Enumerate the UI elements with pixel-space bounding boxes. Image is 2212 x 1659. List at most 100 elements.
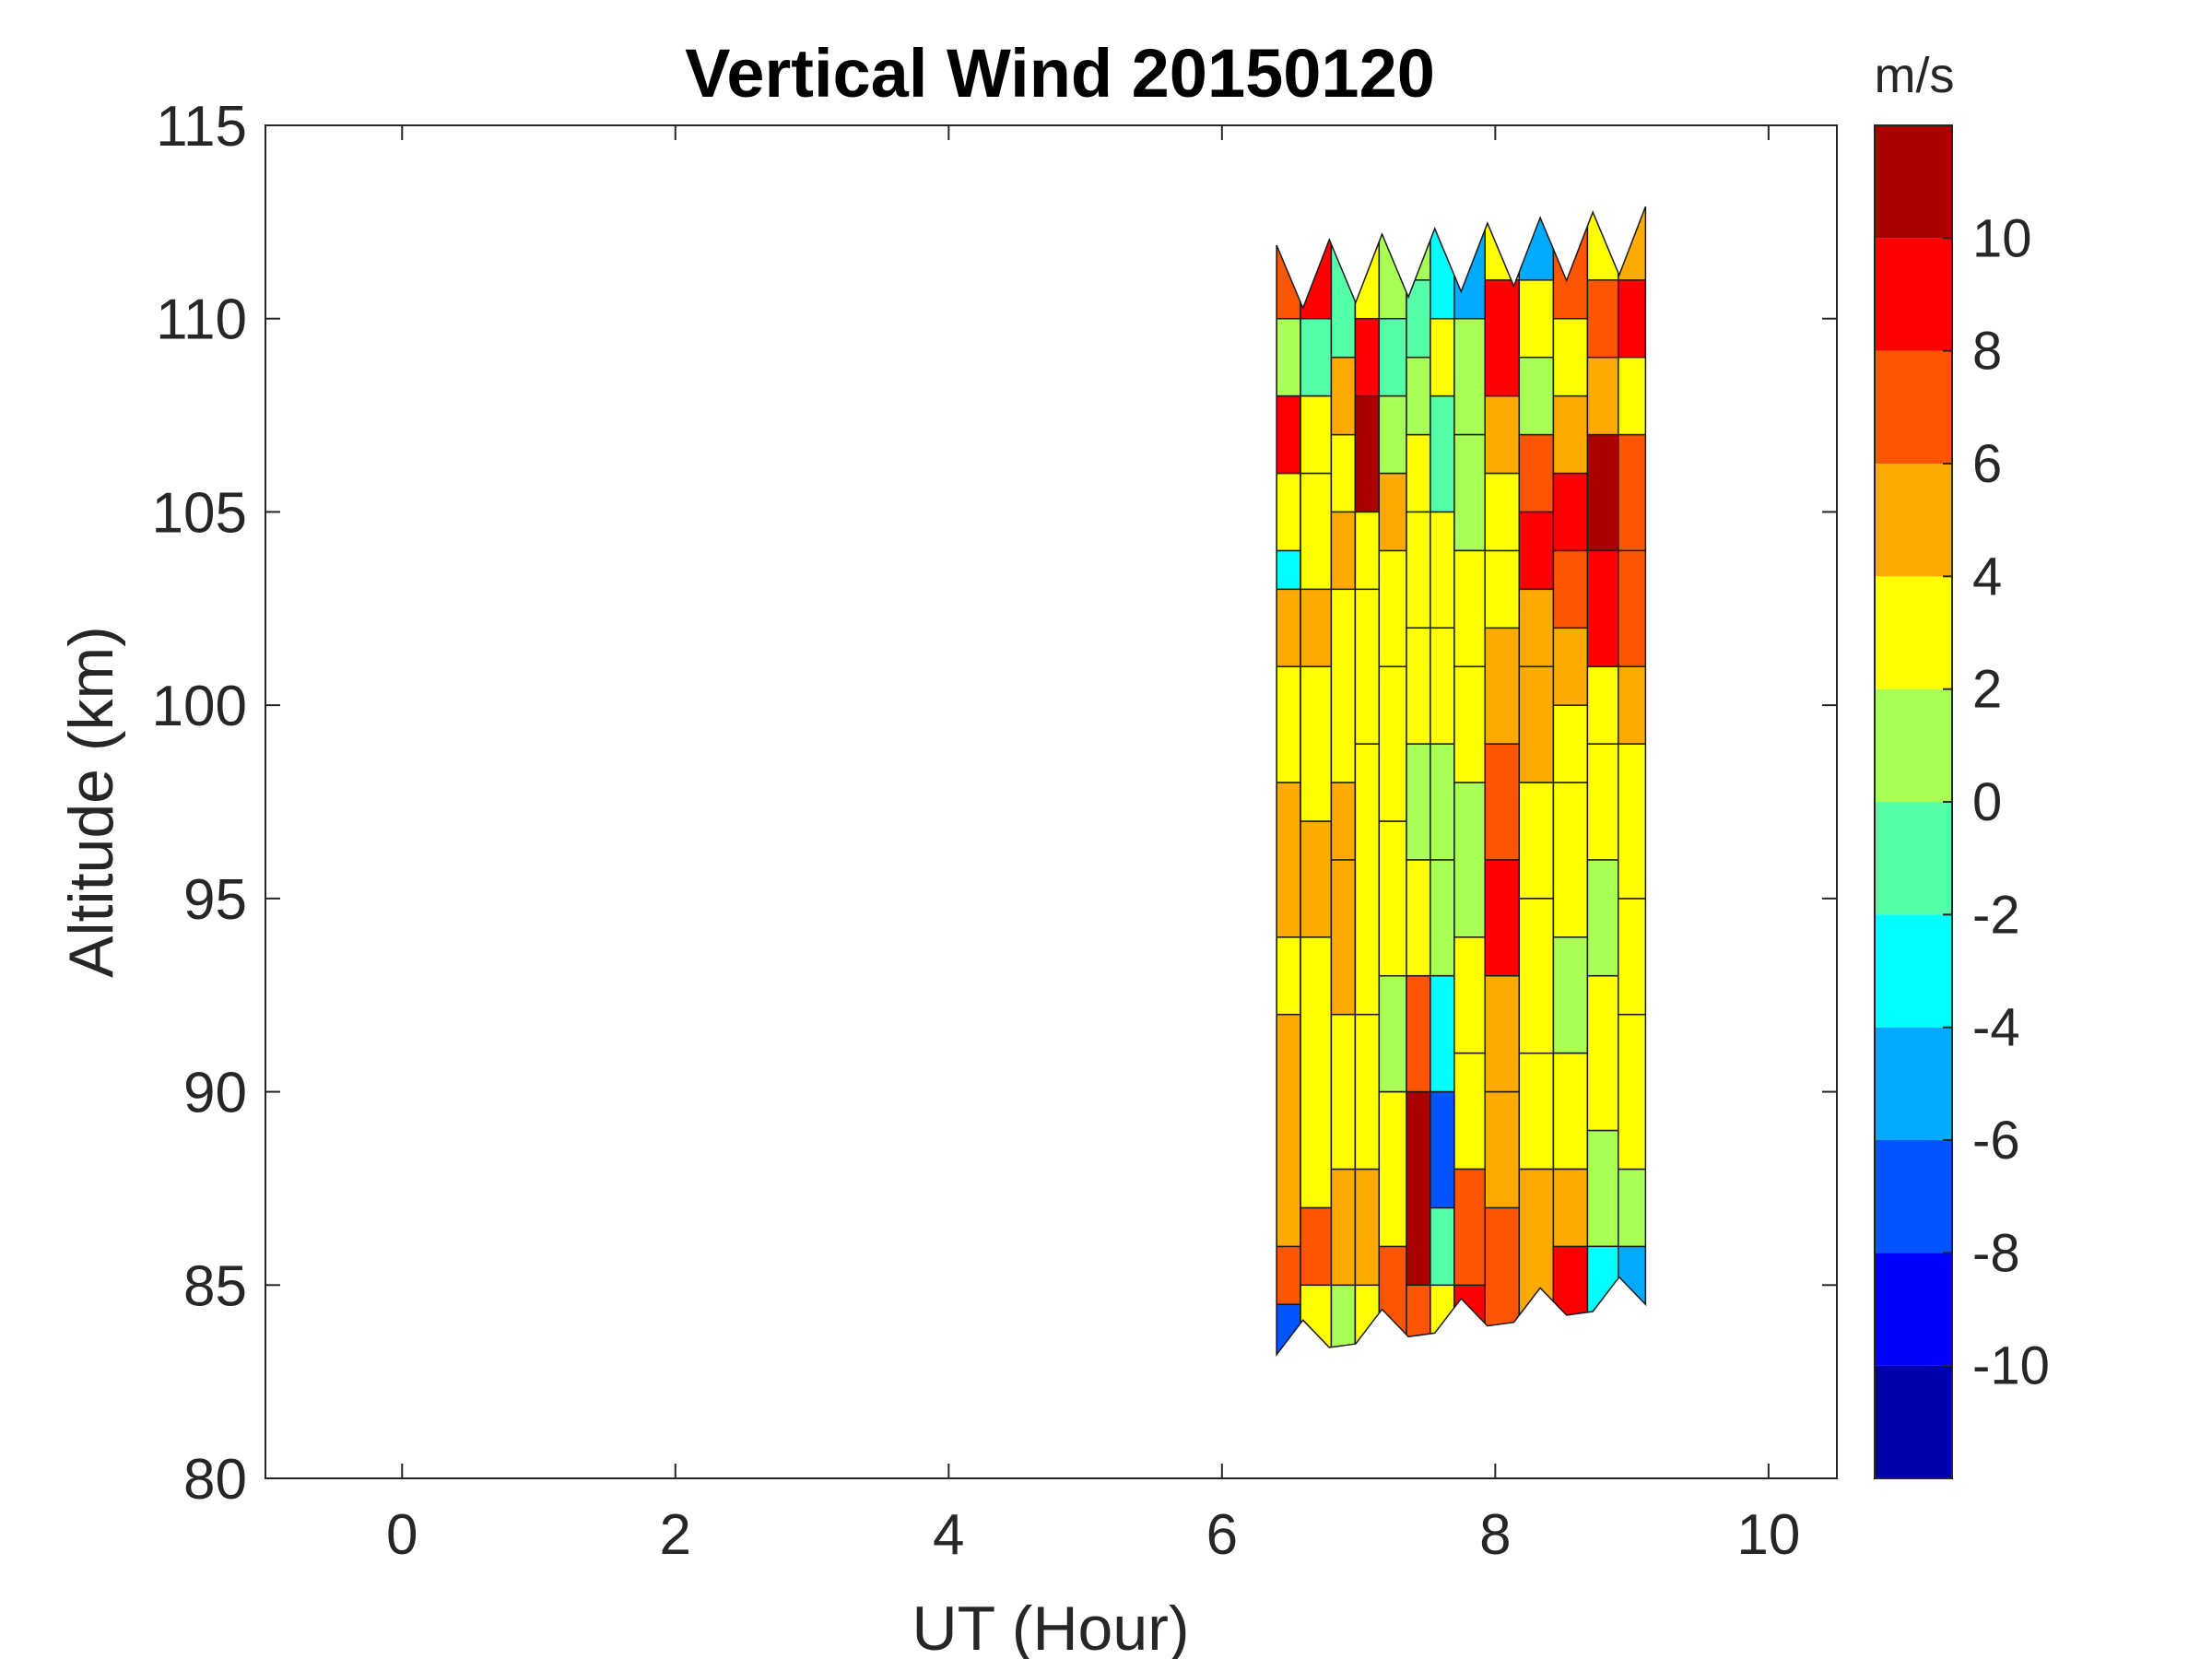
contour-cell	[1277, 394, 1301, 475]
contour-cell	[1354, 1284, 1381, 1355]
contour-cell	[1586, 279, 1619, 359]
y-axis-label: Altitude (km)	[56, 626, 126, 978]
contour-cell	[1406, 859, 1431, 977]
colorbar-unit-label: m/s	[1875, 48, 1955, 103]
contour-cell	[1484, 743, 1521, 861]
contour-plot-area	[1276, 206, 1647, 1358]
x-tick-label: 4	[933, 1503, 964, 1567]
contour-cell	[1406, 356, 1431, 436]
contour-cell	[1406, 743, 1431, 861]
contour-cell	[1354, 1013, 1381, 1171]
contour-cell	[1586, 1129, 1619, 1248]
contour-cell	[1430, 511, 1455, 629]
colorbar-tick-label: 10	[1972, 208, 2032, 268]
contour-cell	[1277, 1245, 1301, 1305]
contour-cell	[1330, 433, 1357, 513]
contour-cell	[1518, 511, 1555, 591]
contour-cell	[1277, 665, 1301, 783]
contour-cell	[1518, 279, 1555, 359]
contour-cell	[1300, 588, 1333, 667]
contour-cell	[1300, 394, 1333, 475]
y-tick-label: 100	[152, 675, 247, 738]
contour-cell	[1430, 1284, 1455, 1355]
contour-cell	[1618, 1013, 1646, 1171]
contour-cell	[1586, 743, 1619, 861]
contour-cell	[1430, 1206, 1455, 1287]
y-tick-label: 110	[156, 288, 247, 352]
contour-cell	[1354, 588, 1381, 745]
contour-cell	[1378, 549, 1407, 667]
contour-cell	[1618, 206, 1646, 281]
contour-cell	[1430, 317, 1455, 397]
colorbar-segment	[1875, 125, 1952, 239]
contour-cell	[1300, 1206, 1333, 1287]
contour-cell	[1552, 206, 1589, 320]
x-tick-label: 2	[660, 1503, 691, 1567]
contour-cell	[1453, 782, 1487, 938]
colorbar-tick-label: 0	[1972, 772, 2002, 832]
contour-cell	[1430, 206, 1455, 320]
contour-cell	[1552, 472, 1589, 552]
contour-cell	[1552, 549, 1589, 629]
contour-cell	[1453, 1052, 1487, 1171]
contour-cell	[1430, 394, 1455, 513]
contour-cell	[1430, 859, 1455, 977]
x-tick-label: 0	[386, 1503, 418, 1567]
x-tick-label: 8	[1479, 1503, 1511, 1567]
contour-cell	[1586, 1245, 1619, 1355]
contour-cell	[1277, 549, 1301, 591]
contour-cell	[1378, 317, 1407, 397]
colorbar-tick-label: 4	[1972, 547, 2002, 606]
contour-cell	[1518, 588, 1555, 667]
contour-cell	[1618, 1168, 1646, 1248]
contour-cell	[1378, 1245, 1407, 1355]
x-axis-label: UT (Hour)	[912, 1594, 1190, 1659]
contour-cell	[1484, 394, 1521, 475]
contour-cell	[1354, 394, 1381, 513]
contour-cell	[1618, 665, 1646, 745]
contour-cell	[1330, 859, 1357, 1016]
colorbar-segment	[1875, 802, 1952, 915]
contour-cell	[1586, 665, 1619, 745]
contour-cell	[1618, 898, 1646, 1016]
contour-cell	[1406, 206, 1431, 281]
colorbar-segment	[1875, 464, 1952, 577]
contour-cell	[1330, 511, 1357, 591]
colorbar-tick-label: -8	[1972, 1223, 2020, 1283]
y-tick-label: 105	[152, 481, 247, 545]
contour-cell	[1277, 317, 1301, 397]
colorbar-segment	[1875, 1365, 1952, 1478]
contour-cell	[1330, 356, 1357, 436]
contour-cell	[1552, 317, 1589, 397]
contour-cell	[1330, 1168, 1357, 1287]
colorbar-segment	[1875, 1027, 1952, 1140]
contour-cell	[1378, 206, 1407, 320]
contour-cell	[1277, 782, 1301, 938]
contour-cell	[1300, 820, 1333, 938]
contour-cell	[1406, 627, 1431, 745]
contour-cell	[1354, 317, 1381, 397]
contour-cell	[1518, 665, 1555, 783]
contour-cell	[1518, 898, 1555, 1054]
contour-cell	[1453, 665, 1487, 783]
contour-cell	[1406, 1284, 1431, 1355]
colorbar-tick-label: -6	[1972, 1111, 2020, 1171]
contour-cell	[1277, 1013, 1301, 1248]
contour-cell	[1430, 974, 1455, 1093]
contour-cell	[1484, 859, 1521, 977]
contour-cell	[1552, 704, 1589, 783]
contour-cell	[1453, 433, 1487, 552]
contour-cell	[1618, 549, 1646, 667]
colorbar-segment	[1875, 238, 1952, 351]
contour-cell	[1484, 627, 1521, 745]
contour-cell	[1586, 206, 1619, 281]
x-tick-label: 10	[1736, 1503, 1800, 1567]
contour-cell	[1406, 433, 1431, 513]
colorbar-tick-label: -10	[1972, 1336, 2050, 1396]
contour-cell	[1300, 936, 1333, 1209]
y-tick-label: 85	[183, 1254, 247, 1318]
contour-cell	[1518, 782, 1555, 900]
colorbar-tick-label: 8	[1972, 322, 2002, 382]
contour-cell	[1354, 1168, 1381, 1287]
contour-cell	[1552, 627, 1589, 706]
